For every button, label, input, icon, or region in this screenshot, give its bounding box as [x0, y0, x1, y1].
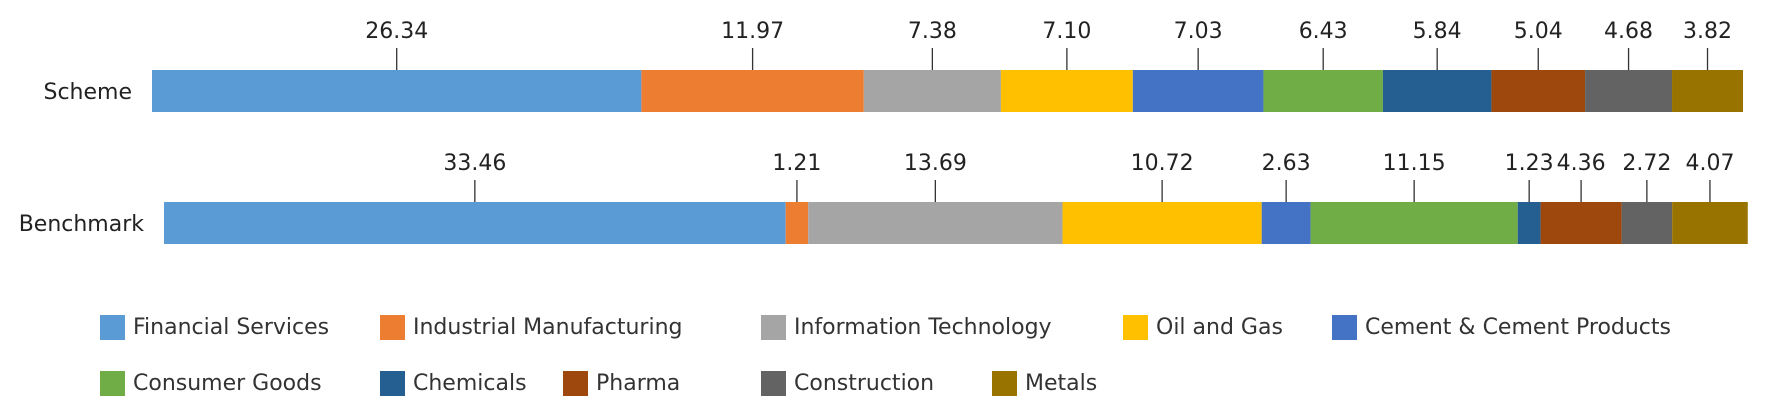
bar-segment	[785, 202, 809, 244]
bar-segment	[1382, 70, 1492, 112]
data-label: 7.10	[1042, 19, 1091, 44]
legend-label: Information Technology	[794, 315, 1052, 340]
data-label: 1.23	[1505, 151, 1554, 176]
data-label: 11.97	[721, 19, 784, 44]
data-label: 4.07	[1685, 151, 1734, 176]
legend-swatch	[563, 371, 588, 396]
bar-segment	[1132, 70, 1264, 112]
category-label: Benchmark	[19, 212, 145, 237]
legend-label: Metals	[1025, 371, 1098, 396]
data-label: 5.84	[1413, 19, 1462, 44]
bar-segment	[808, 202, 1063, 244]
legend-swatch	[1123, 315, 1148, 340]
legend-item: Industrial Manufacturing	[380, 315, 682, 340]
data-label: 4.68	[1604, 19, 1653, 44]
bar-segment	[1261, 202, 1311, 244]
legend-swatch	[100, 315, 125, 340]
bar-segment	[1672, 70, 1744, 112]
bar-segment	[1540, 202, 1622, 244]
legend-item: Financial Services	[100, 315, 329, 340]
data-label: 2.63	[1262, 151, 1311, 176]
bar-segment	[1062, 202, 1262, 244]
bar-segment	[152, 70, 642, 112]
bar-segment	[1672, 202, 1748, 244]
legend-item: Pharma	[563, 371, 680, 396]
data-label: 33.46	[443, 151, 506, 176]
bar-segment	[1517, 202, 1541, 244]
category-label: Scheme	[43, 80, 132, 105]
data-label: 10.72	[1131, 151, 1194, 176]
data-label: 6.43	[1299, 19, 1348, 44]
legend-label: Chemicals	[413, 371, 527, 396]
legend-label: Construction	[794, 371, 935, 396]
data-label: 13.69	[904, 151, 967, 176]
legend-swatch	[380, 315, 405, 340]
legend-swatch	[1332, 315, 1357, 340]
legend-label: Industrial Manufacturing	[413, 315, 683, 340]
legend-swatch	[380, 371, 405, 396]
legend-item: Construction	[761, 371, 934, 396]
data-label: 7.03	[1174, 19, 1223, 44]
bar-segment	[1621, 202, 1673, 244]
bar-segment	[1491, 70, 1586, 112]
data-label: 7.38	[908, 19, 957, 44]
legend-item: Consumer Goods	[100, 371, 322, 396]
legend-swatch	[100, 371, 125, 396]
legend-label: Cement & Cement Products	[1365, 315, 1671, 340]
bar-segment	[1000, 70, 1133, 112]
data-label: 5.04	[1514, 19, 1563, 44]
bar-segment	[1585, 70, 1673, 112]
legend-swatch	[992, 371, 1017, 396]
legend-item: Oil and Gas	[1123, 315, 1283, 340]
bar-segment	[1263, 70, 1383, 112]
data-label: 3.82	[1683, 19, 1732, 44]
data-label: 4.36	[1557, 151, 1606, 176]
bar-segment	[641, 70, 864, 112]
legend-swatch	[761, 315, 786, 340]
legend-label: Financial Services	[133, 315, 330, 340]
legend-label: Consumer Goods	[133, 371, 322, 396]
data-label: 2.72	[1622, 151, 1671, 176]
legend-item: Chemicals	[380, 371, 527, 396]
bar-segment	[863, 70, 1001, 112]
data-label: 26.34	[365, 19, 428, 44]
stacked-bar-chart: Scheme 26.34 11.97 7.38 7.10 7.03 6.43 5.84 5.04…	[19, 19, 1748, 244]
bar-segment	[164, 202, 786, 244]
legend-item: Information Technology	[761, 315, 1052, 340]
legend-label: Pharma	[596, 371, 681, 396]
bar-segment	[1310, 202, 1518, 244]
legend-swatch	[761, 371, 786, 396]
legend-label: Oil and Gas	[1156, 315, 1283, 340]
data-label: 11.15	[1383, 151, 1446, 176]
data-label: 1.21	[772, 151, 821, 176]
legend-item: Cement & Cement Products	[1332, 315, 1671, 340]
legend-item: Metals	[992, 371, 1097, 396]
